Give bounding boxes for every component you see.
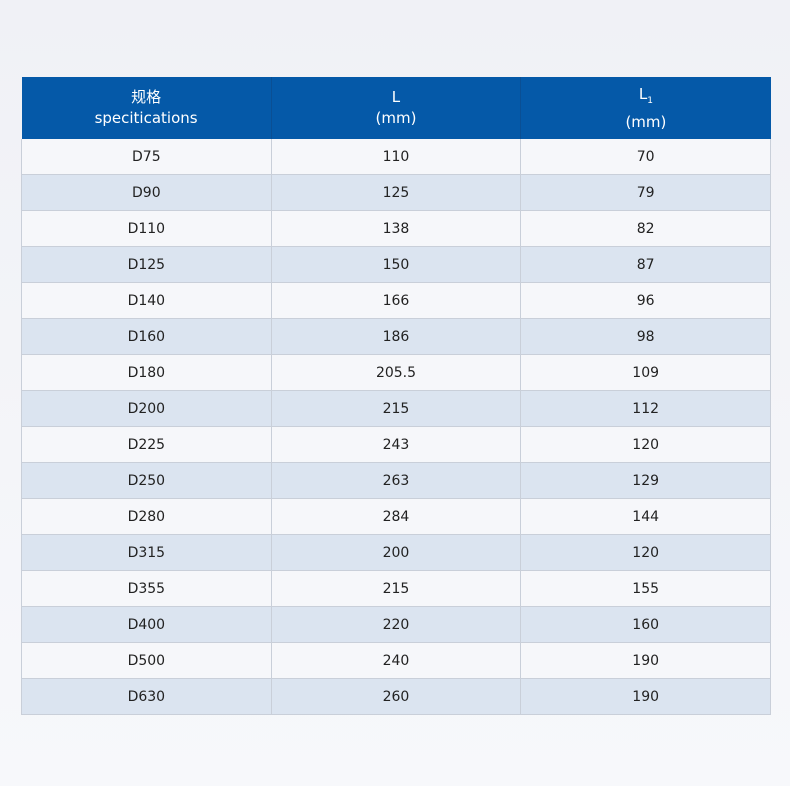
cell-spec: D280	[21, 498, 272, 535]
cell-spec: D400	[21, 606, 272, 643]
table-row: D280 284 144	[21, 498, 771, 535]
cell-l1: 190	[520, 642, 771, 679]
cell-spec: D160	[21, 318, 272, 355]
cell-l1: 96	[520, 282, 771, 319]
cell-spec: D75	[21, 139, 272, 175]
table-row: D200 215 112	[21, 390, 771, 427]
cell-l1: 144	[520, 498, 771, 535]
table-row: D110 138 82	[21, 210, 771, 247]
cell-l1: 79	[520, 174, 771, 211]
table-row: D180 205.5 109	[21, 354, 771, 391]
cell-l1: 190	[520, 678, 771, 715]
cell-l: 284	[270, 498, 522, 535]
cell-spec: D90	[21, 174, 272, 211]
l-unit: (mm)	[375, 109, 417, 127]
table-row: D160 186 98	[21, 318, 771, 355]
cell-l: 166	[270, 282, 522, 319]
cell-spec: D110	[21, 210, 272, 247]
table-row: D355 215 155	[21, 570, 771, 607]
l1-unit: (mm)	[625, 112, 667, 131]
cell-l: 150	[270, 246, 522, 283]
l1-subscript: 1	[647, 95, 653, 106]
cell-l: 205.5	[270, 354, 522, 391]
spec-cn-label: 规格	[131, 88, 162, 106]
cell-l1: 112	[520, 390, 771, 427]
header-l1: L1 (mm)	[520, 77, 771, 139]
cell-l: 243	[270, 426, 522, 463]
cell-l1: 82	[520, 210, 771, 247]
cell-l: 125	[270, 174, 522, 211]
table-row: D75 110 70	[21, 139, 771, 175]
cell-l: 110	[270, 139, 522, 175]
spec-table: 规格 specitications L (mm) L1 (mm) D75 110 70 D9…	[21, 77, 771, 715]
cell-spec: D200	[21, 390, 272, 427]
table-row: D630 260 190	[21, 678, 771, 715]
table-row: D250 263 129	[21, 462, 771, 499]
header-spec: 规格 specitications	[21, 77, 272, 139]
cell-l: 260	[270, 678, 522, 715]
cell-spec: D630	[21, 678, 272, 715]
cell-spec: D225	[21, 426, 272, 463]
cell-l1: 160	[520, 606, 771, 643]
l-label: L	[391, 88, 401, 106]
header-l: L (mm)	[271, 77, 522, 139]
cell-l1: 70	[520, 139, 771, 175]
cell-l1: 87	[520, 246, 771, 283]
cell-l1: 98	[520, 318, 771, 355]
cell-spec: D180	[21, 354, 272, 391]
cell-l: 220	[270, 606, 522, 643]
cell-l: 138	[270, 210, 522, 247]
l1-label: L	[638, 84, 648, 103]
cell-l: 215	[270, 570, 522, 607]
cell-l1: 155	[520, 570, 771, 607]
table-row: D125 150 87	[21, 246, 771, 283]
cell-l1: 129	[520, 462, 771, 499]
cell-l: 200	[270, 534, 522, 571]
cell-spec: D500	[21, 642, 272, 679]
cell-l1: 120	[520, 534, 771, 571]
table-row: D400 220 160	[21, 606, 771, 643]
cell-l: 263	[270, 462, 522, 499]
cell-spec: D250	[21, 462, 272, 499]
cell-spec: D125	[21, 246, 272, 283]
cell-spec: D355	[21, 570, 272, 607]
cell-l: 240	[270, 642, 522, 679]
cell-l1: 109	[520, 354, 771, 391]
table-row: D315 200 120	[21, 534, 771, 571]
cell-l: 215	[270, 390, 522, 427]
cell-l1: 120	[520, 426, 771, 463]
cell-l: 186	[270, 318, 522, 355]
table-header: 规格 specitications L (mm) L1 (mm)	[21, 77, 771, 139]
spec-en-label: specitications	[94, 109, 198, 127]
table-row: D90 125 79	[21, 174, 771, 211]
cell-spec: D140	[21, 282, 272, 319]
cell-spec: D315	[21, 534, 272, 571]
table-row: D225 243 120	[21, 426, 771, 463]
table-row: D140 166 96	[21, 282, 771, 319]
table-row: D500 240 190	[21, 642, 771, 679]
